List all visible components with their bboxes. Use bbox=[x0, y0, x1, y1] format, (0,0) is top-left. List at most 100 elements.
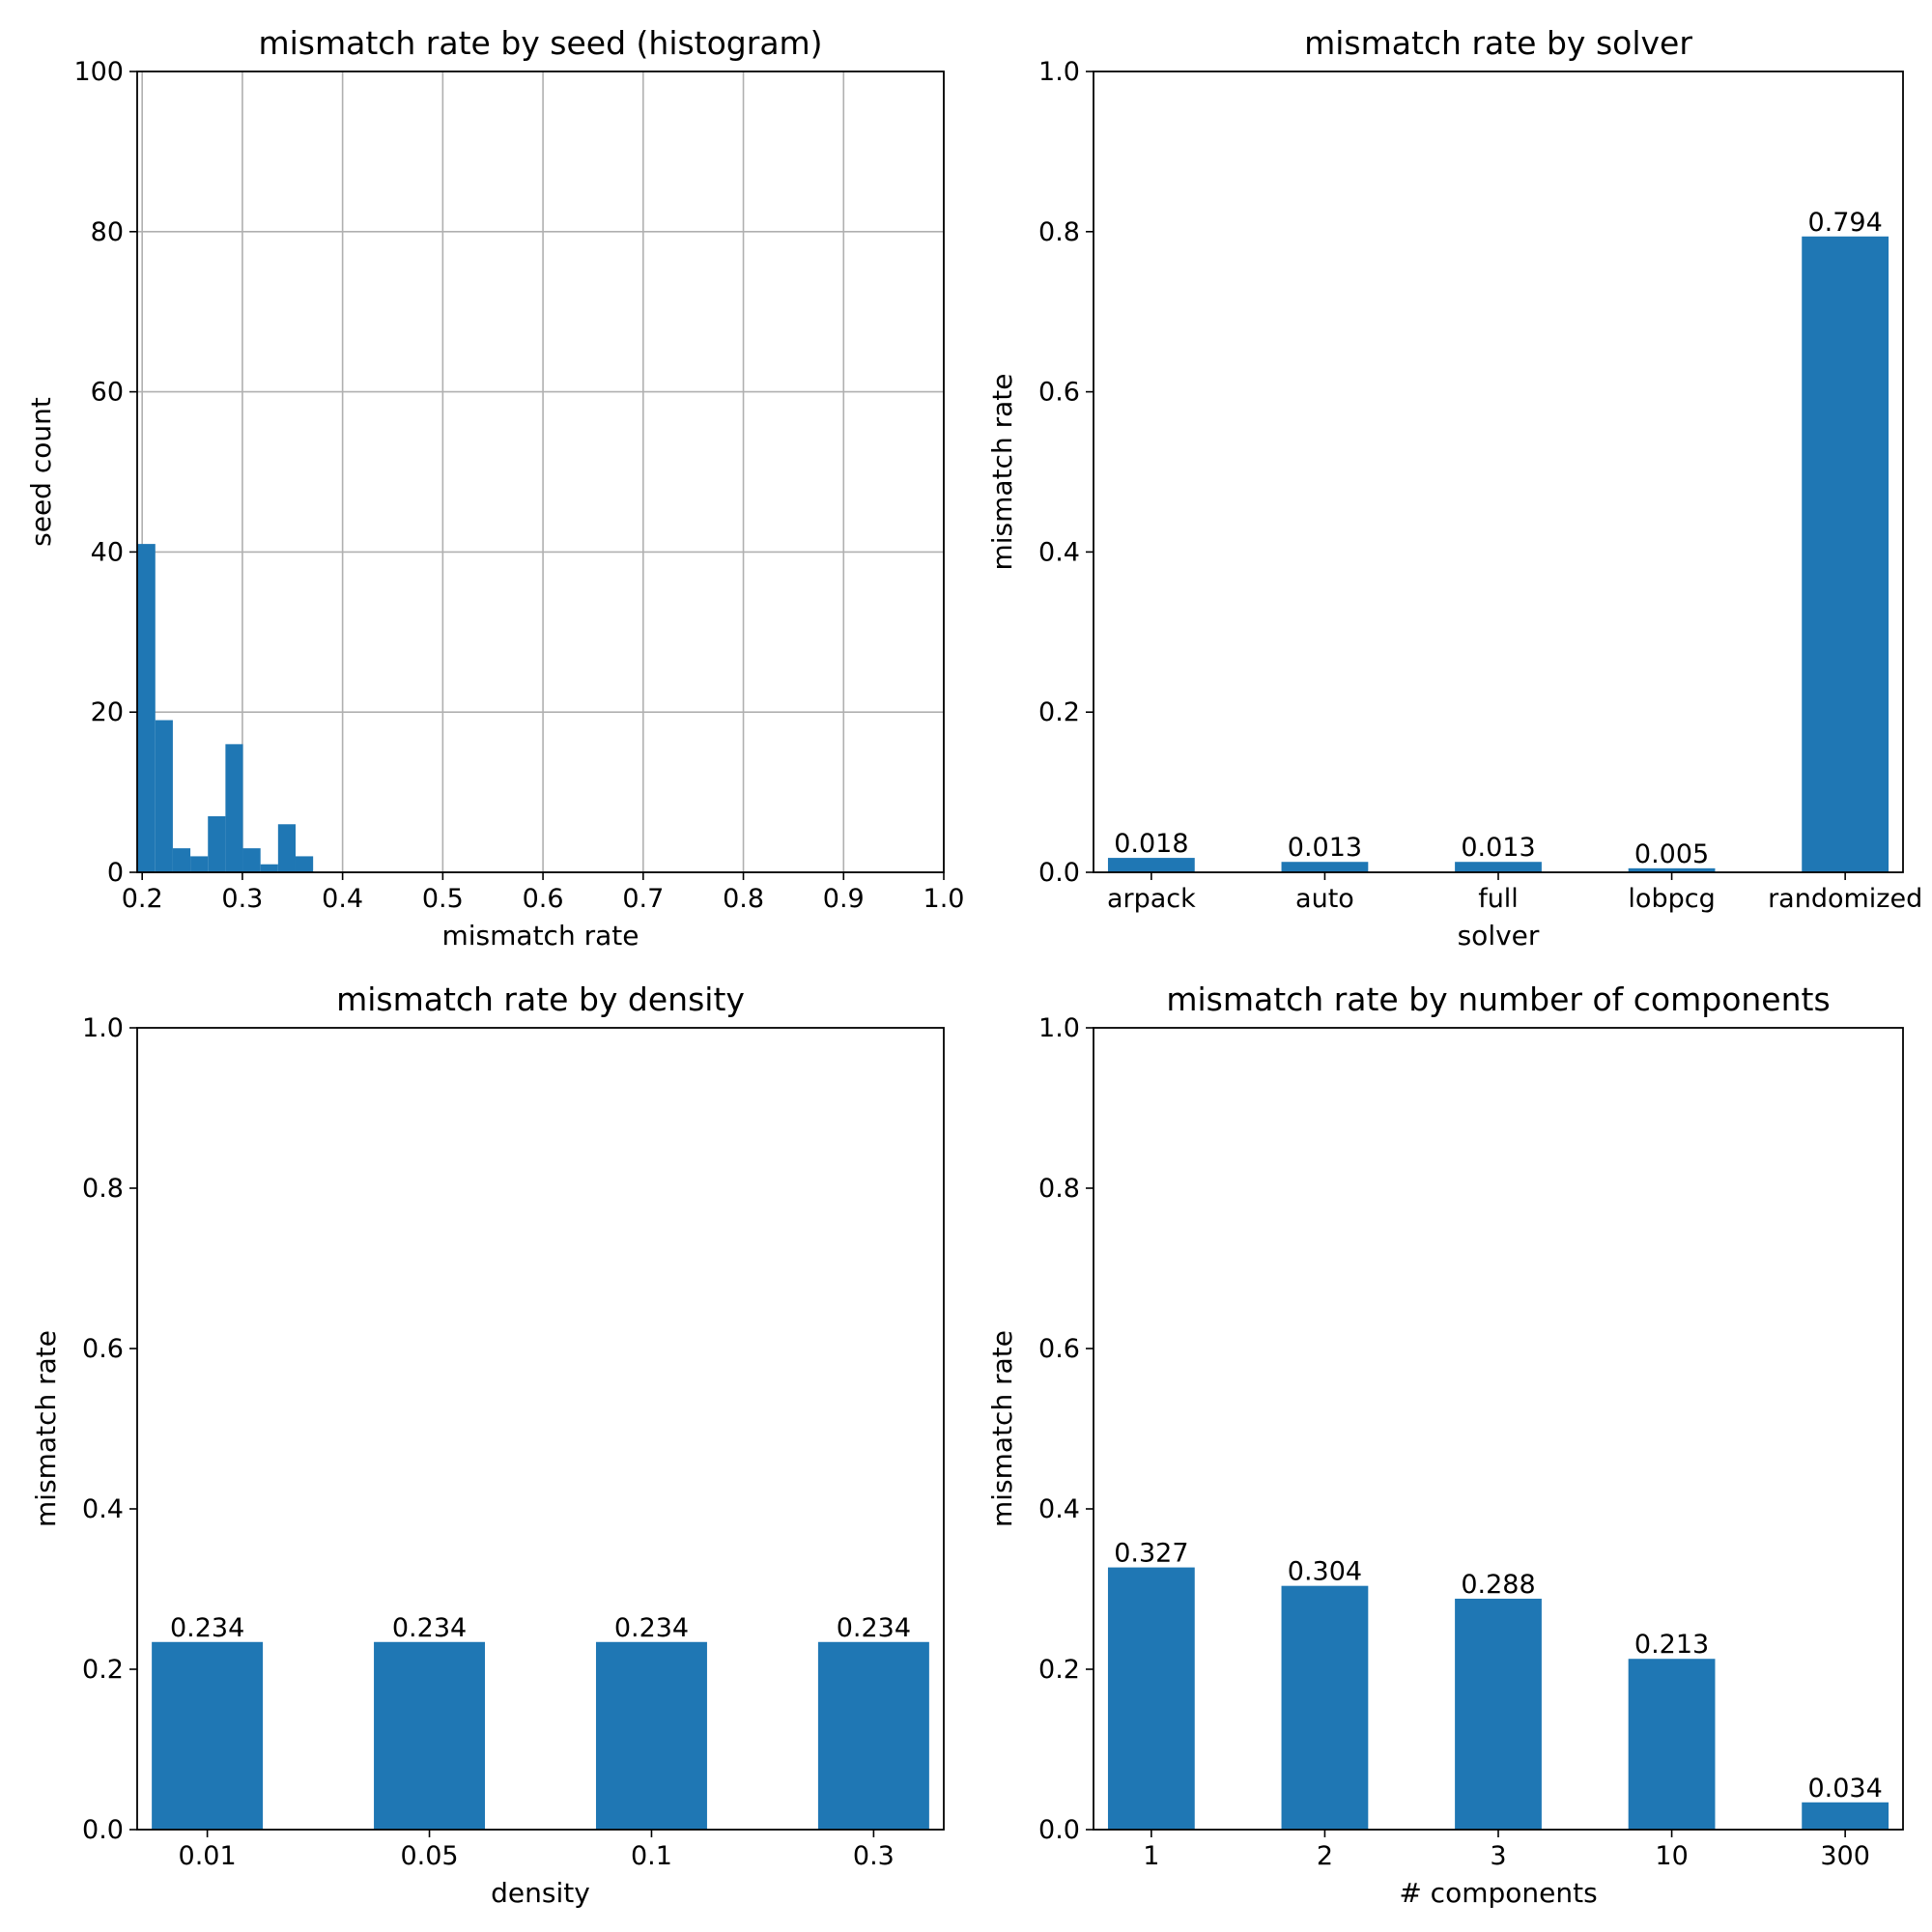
histogram-bar bbox=[242, 848, 261, 872]
y-tick-label: 1.0 bbox=[82, 1013, 124, 1043]
x-tick-label: 2 bbox=[1317, 1841, 1333, 1871]
y-tick-label: 0.8 bbox=[1038, 1174, 1080, 1204]
bar-value-label: 0.234 bbox=[837, 1613, 911, 1643]
bar bbox=[1281, 1585, 1369, 1830]
x-tick-label: 10 bbox=[1655, 1841, 1688, 1871]
x-tick-label: randomized bbox=[1768, 884, 1922, 914]
x-tick-label: 0.2 bbox=[122, 884, 163, 914]
x-tick-label: lobpcg bbox=[1628, 884, 1715, 914]
x-tick-label: 0.3 bbox=[853, 1841, 895, 1871]
y-axis-label: mismatch rate bbox=[986, 374, 1018, 571]
y-tick-label: 40 bbox=[91, 537, 124, 567]
bar-value-label: 0.234 bbox=[170, 1613, 244, 1643]
bar bbox=[1455, 862, 1542, 872]
x-tick-label: 0.1 bbox=[631, 1841, 672, 1871]
bar bbox=[1802, 236, 1889, 873]
x-tick-label: 300 bbox=[1820, 1841, 1870, 1871]
y-tick-label: 0.6 bbox=[82, 1334, 124, 1364]
histogram-bar bbox=[277, 824, 296, 872]
bar-value-label: 0.013 bbox=[1461, 833, 1535, 863]
bar bbox=[374, 1641, 486, 1830]
chart-panel-4: 0.327 1 0.304 2 0.288 3 0.213 10 0.034 300 0.0 0.2 0… bbox=[986, 980, 1904, 1909]
bar bbox=[1107, 1567, 1195, 1830]
x-axis-label: density bbox=[491, 1877, 590, 1909]
bar-value-label: 0.327 bbox=[1114, 1539, 1188, 1569]
axes-frame bbox=[136, 71, 945, 873]
y-tick-label: 60 bbox=[91, 378, 124, 408]
y-tick-label: 1.0 bbox=[1038, 57, 1080, 87]
bar-value-label: 0.234 bbox=[392, 1613, 467, 1643]
y-tick-label: 0.6 bbox=[1038, 1334, 1080, 1364]
x-tick-label: 3 bbox=[1490, 1841, 1506, 1871]
axes-frame bbox=[1093, 71, 1904, 873]
histogram-bar bbox=[225, 744, 243, 872]
y-axis-label: mismatch rate bbox=[30, 1330, 62, 1527]
axes-frame bbox=[136, 1027, 945, 1831]
x-tick-label: 0.7 bbox=[622, 884, 664, 914]
x-tick-label: 0.6 bbox=[523, 884, 564, 914]
x-axis-label: # components bbox=[1399, 1877, 1597, 1909]
y-tick-label: 0.4 bbox=[1038, 1494, 1080, 1524]
y-tick-label: 0.2 bbox=[82, 1655, 124, 1685]
x-tick-label: 1.0 bbox=[923, 884, 965, 914]
y-tick-label: 0.6 bbox=[1038, 378, 1080, 408]
y-tick-label: 100 bbox=[73, 57, 124, 87]
x-tick-label: 0.9 bbox=[823, 884, 865, 914]
histogram-bar bbox=[155, 720, 173, 872]
y-tick-label: 1.0 bbox=[1038, 1013, 1080, 1043]
bar bbox=[595, 1641, 707, 1830]
x-axis-label: mismatch rate bbox=[442, 920, 639, 952]
bar-value-label: 0.018 bbox=[1114, 829, 1188, 859]
y-axis-label: seed count bbox=[25, 397, 57, 547]
bar-value-label: 0.234 bbox=[614, 1613, 689, 1643]
bar-value-label: 0.304 bbox=[1288, 1557, 1362, 1587]
histogram-bar bbox=[208, 815, 226, 872]
y-tick-label: 0.8 bbox=[82, 1174, 124, 1204]
y-tick-label: 0.2 bbox=[1038, 697, 1080, 727]
bar bbox=[1107, 858, 1195, 872]
y-tick-label: 0 bbox=[107, 858, 124, 888]
bar-value-label: 0.034 bbox=[1807, 1774, 1882, 1804]
x-tick-label: 0.5 bbox=[422, 884, 464, 914]
axes-frame bbox=[1093, 1027, 1904, 1831]
y-axis-label: mismatch rate bbox=[986, 1330, 1018, 1527]
x-tick-label: 0.3 bbox=[221, 884, 263, 914]
x-tick-label: 0.05 bbox=[400, 1841, 458, 1871]
bar-value-label: 0.794 bbox=[1807, 208, 1882, 238]
y-tick-label: 0.2 bbox=[1038, 1655, 1080, 1685]
chart-panel-3: 0.234 0.01 0.234 0.05 0.234 0.1 0.234 0.3 0.0 0.2… bbox=[30, 980, 945, 1909]
y-tick-label: 80 bbox=[91, 217, 124, 247]
bar-value-label: 0.213 bbox=[1634, 1630, 1709, 1660]
y-tick-label: 0.4 bbox=[82, 1494, 124, 1524]
y-tick-label: 20 bbox=[91, 697, 124, 727]
chart-panel-2: 0.018 arpack 0.013 auto 0.013 full 0.005 lobpcg… bbox=[986, 24, 1922, 952]
bar bbox=[817, 1641, 929, 1830]
y-tick-label: 0.4 bbox=[1038, 537, 1080, 567]
histogram-bar bbox=[260, 864, 278, 872]
x-tick-label: auto bbox=[1295, 884, 1354, 914]
bar bbox=[1455, 1598, 1542, 1830]
histogram-bar bbox=[295, 856, 314, 872]
bar-value-label: 0.013 bbox=[1288, 833, 1362, 863]
y-tick-label: 0.0 bbox=[82, 1815, 124, 1845]
x-tick-label: arpack bbox=[1107, 884, 1196, 914]
x-tick-label: 0.4 bbox=[322, 884, 363, 914]
x-tick-label: 0.8 bbox=[723, 884, 764, 914]
bar bbox=[1628, 1659, 1716, 1830]
bar-value-label: 0.288 bbox=[1461, 1570, 1535, 1600]
bar bbox=[1281, 862, 1369, 872]
chart-title: mismatch rate by seed (histogram) bbox=[258, 24, 822, 62]
bar bbox=[1628, 867, 1716, 872]
histogram-bar bbox=[172, 848, 191, 872]
x-tick-label: full bbox=[1478, 884, 1519, 914]
y-tick-label: 0.8 bbox=[1038, 217, 1080, 247]
bar-value-label: 0.005 bbox=[1634, 839, 1709, 869]
chart-title: mismatch rate by number of components bbox=[1166, 980, 1830, 1018]
bar bbox=[152, 1641, 264, 1830]
x-axis-label: solver bbox=[1458, 920, 1540, 952]
x-tick-label: 0.01 bbox=[179, 1841, 237, 1871]
y-tick-label: 0.0 bbox=[1038, 858, 1080, 888]
bar bbox=[1802, 1802, 1889, 1830]
x-tick-label: 1 bbox=[1143, 1841, 1159, 1871]
